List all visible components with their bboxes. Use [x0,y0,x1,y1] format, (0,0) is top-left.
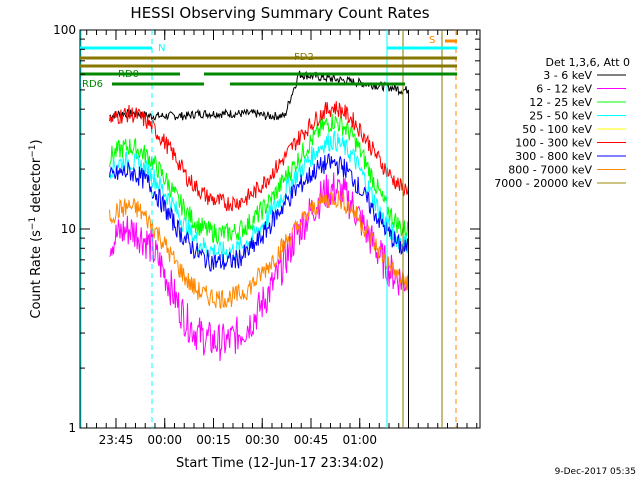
y-tick-label: 10 [61,222,76,236]
legend-label: 300 - 800 keV [515,150,592,163]
y-tick-label: 100 [53,23,76,37]
y-axis-label: Count Rate (s−1 detector−1) [28,139,44,318]
x-tick-label: 00:15 [196,433,231,447]
annot-n-label: N [158,43,165,54]
legend-label: 12 - 25 keV [529,96,592,109]
chart-title: HESSI Observing Summary Count Rates [130,4,429,22]
rd6-label-bg [81,77,107,87]
annot-rd0-label: RD0 [118,69,139,80]
x-tick-label: 00:00 [147,433,182,447]
series-line-7 [109,190,409,310]
annot-rd6-label: RD6 [82,79,103,90]
series-line-0 [109,70,409,121]
legend-title: Det 1,3,6, Att 0 [546,56,630,69]
x-tick-label: 01:00 [342,433,377,447]
series-line-3 [109,130,409,261]
legend-label: 7000 - 20000 keV [494,177,592,190]
x-tick-label: 00:45 [294,433,329,447]
x-tick-label: 23:45 [99,433,134,447]
series-line-1 [109,172,409,362]
timestamp: 9-Dec-2017 05:35 [555,467,636,477]
y-tick-label: 1 [68,421,76,435]
series-line-6 [109,152,409,272]
annotation-group: N FD2 RD0 RD6 S [80,30,457,428]
legend-label: 100 - 300 keV [515,137,592,150]
x-axis-label: Start Time (12-Jun-17 23:34:02) [176,456,384,471]
legend-label: 50 - 100 keV [522,123,592,136]
series-line-2 [109,113,409,246]
annot-fd2-label: FD2 [294,52,314,63]
series-group [109,70,409,428]
plot-frame [79,29,481,429]
series-line-5 [109,101,409,212]
legend-label: 3 - 6 keV [543,69,592,82]
legend-label: 800 - 7000 keV [508,164,592,177]
axes-group: 23:45 00:00 00:15 00:30 00:45 01:00 1 10 100 [53,23,480,447]
legend-label: 25 - 50 keV [529,110,592,123]
annot-s-label: S [429,35,435,46]
x-tick-label: 00:30 [245,433,280,447]
legend-label: 6 - 12 keV [536,83,592,96]
